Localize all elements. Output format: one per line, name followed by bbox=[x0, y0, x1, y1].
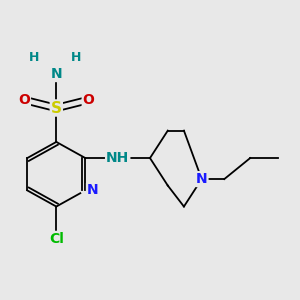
Text: Cl: Cl bbox=[49, 232, 64, 246]
Text: O: O bbox=[18, 93, 30, 107]
Text: H: H bbox=[70, 51, 81, 64]
Text: N: N bbox=[50, 67, 62, 81]
Text: H: H bbox=[28, 51, 39, 64]
Text: N: N bbox=[87, 183, 99, 197]
Text: S: S bbox=[51, 100, 62, 116]
Text: NH: NH bbox=[106, 151, 129, 165]
Text: N: N bbox=[196, 172, 208, 186]
Text: O: O bbox=[83, 93, 94, 107]
